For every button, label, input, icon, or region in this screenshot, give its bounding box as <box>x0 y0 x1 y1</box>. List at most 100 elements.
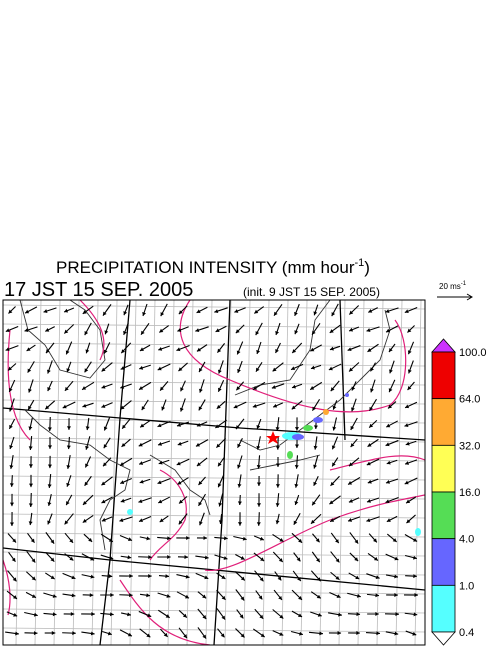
wind-head <box>139 461 144 465</box>
wind-head <box>103 462 107 467</box>
wind-head <box>90 556 95 561</box>
wind-head <box>158 346 163 351</box>
wind-head <box>198 501 203 506</box>
wind-head <box>71 593 76 598</box>
wind-arrow <box>196 457 208 467</box>
wind-head <box>179 499 183 504</box>
wind-arrow <box>81 631 95 636</box>
wind-arrow <box>290 363 304 371</box>
wind-arrow <box>25 591 37 599</box>
wind-head <box>338 612 342 617</box>
wind-head <box>103 426 108 431</box>
wind-arrow <box>385 325 399 333</box>
wind-arrow <box>8 306 16 314</box>
wind-head <box>160 386 164 391</box>
wind-arrow <box>218 493 224 507</box>
wind-head <box>64 520 69 525</box>
wind-arrow <box>101 362 113 372</box>
wind-head <box>375 593 380 598</box>
wind-head <box>294 501 299 505</box>
wind-head <box>101 517 106 522</box>
wind-head <box>407 386 412 390</box>
wind-head <box>165 574 170 579</box>
wind-head <box>33 612 38 617</box>
wind-head <box>394 593 398 598</box>
wind-head <box>179 407 184 412</box>
wind-arrow <box>138 459 152 465</box>
wind-head <box>279 537 284 542</box>
wind-arrow <box>100 533 114 543</box>
wind-arrow <box>329 324 341 334</box>
wind-head <box>85 349 90 354</box>
wind-head <box>127 612 131 617</box>
wind-head <box>256 482 261 487</box>
wind-head <box>82 500 87 505</box>
wind-head <box>110 593 114 597</box>
wind-arrow <box>370 379 376 393</box>
wind-head <box>109 612 114 617</box>
wind-head <box>146 536 151 541</box>
wind-arrow <box>198 399 206 411</box>
wind-arrow <box>236 609 244 619</box>
wind-head <box>127 555 132 560</box>
wind-head <box>158 460 163 465</box>
wind-arrow <box>159 381 169 391</box>
wind-head <box>313 425 318 430</box>
wind-arrow <box>348 572 360 580</box>
wind-head <box>294 427 299 431</box>
wind-head <box>405 441 410 446</box>
wind-head <box>335 539 339 544</box>
wind-head <box>255 367 260 372</box>
wind-arrow <box>26 344 36 352</box>
wind-head <box>373 556 378 561</box>
wind-arrow <box>407 360 414 374</box>
wind-head <box>196 309 201 313</box>
wind-arrow <box>103 437 111 449</box>
wind-arrow <box>62 593 76 598</box>
wind-head <box>406 499 411 504</box>
wind-arrow <box>62 631 76 636</box>
grid-line <box>357 300 365 645</box>
wind-head <box>28 388 32 393</box>
wind-head <box>28 405 32 410</box>
wind-head <box>25 309 30 314</box>
wind-arrow <box>120 612 132 617</box>
wind-head <box>316 594 321 599</box>
wind-head <box>329 329 334 333</box>
wind-arrow <box>275 456 280 468</box>
wind-head <box>123 330 127 335</box>
wind-head <box>356 631 360 636</box>
wind-head <box>8 366 12 371</box>
wind-arrow <box>367 553 379 561</box>
wind-head <box>279 614 284 619</box>
title-close: ) <box>364 258 370 277</box>
wind-arrow <box>84 322 92 336</box>
wind-arrow <box>330 475 340 487</box>
wind-arrow <box>158 609 170 619</box>
wind-head <box>199 521 203 526</box>
wind-head <box>239 614 244 619</box>
grid-line <box>281 300 289 645</box>
wind-arrow <box>120 383 132 389</box>
wind-head <box>148 555 152 560</box>
wind-head <box>27 368 32 373</box>
wind-head <box>292 349 297 354</box>
wind-head <box>142 312 147 316</box>
wind-arrow <box>158 574 170 579</box>
wind-arrow <box>235 589 245 601</box>
wind-head <box>367 443 372 447</box>
wind-head <box>66 501 70 506</box>
wind-arrow <box>291 342 303 354</box>
wind-head <box>15 631 19 636</box>
wind-arrow <box>256 436 261 450</box>
wind-head <box>366 461 371 466</box>
wind-arrow <box>139 628 151 638</box>
wind-head <box>351 386 356 391</box>
wind-arrow <box>27 532 35 544</box>
wind-arrow <box>9 511 14 527</box>
wind-head <box>157 366 162 371</box>
wind-arrow <box>218 513 223 525</box>
wind-arrow <box>9 493 14 507</box>
wind-head <box>240 596 245 601</box>
wind-head <box>313 311 318 316</box>
